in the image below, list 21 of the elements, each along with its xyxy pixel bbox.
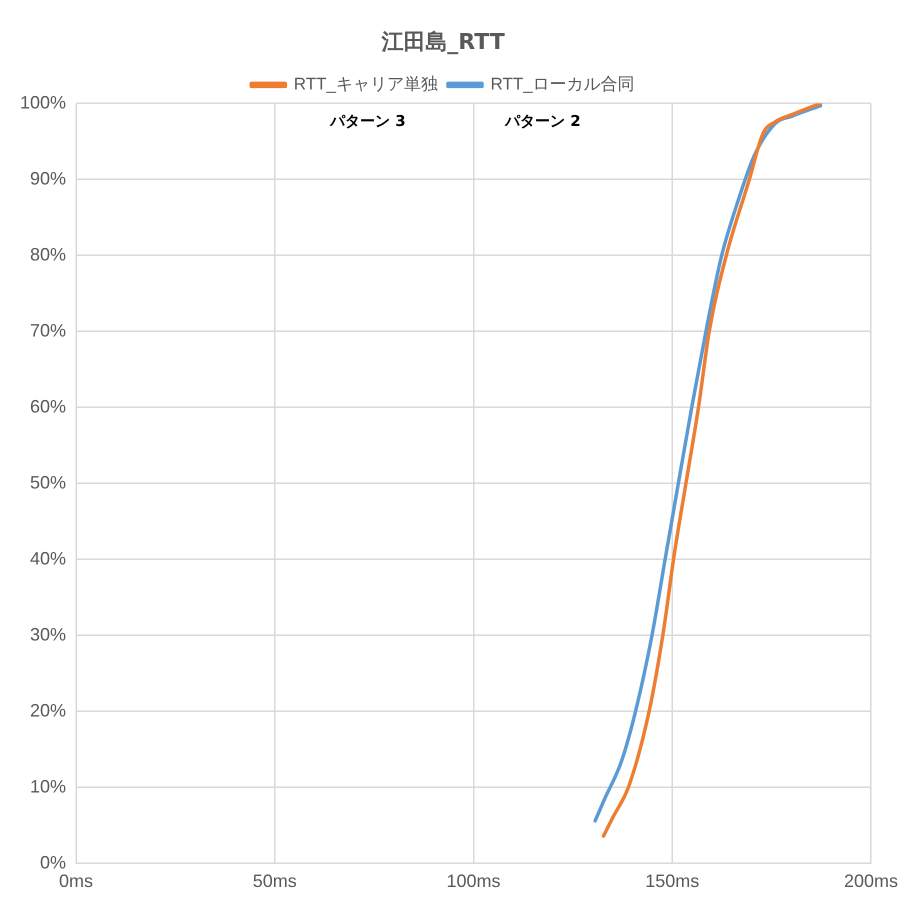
y-tick-label: 20% <box>30 700 66 720</box>
y-tick-label: 10% <box>30 776 66 796</box>
y-tick-label: 90% <box>30 168 66 188</box>
annotation: パターン 2 <box>505 112 581 131</box>
y-tick-label: 40% <box>30 548 66 568</box>
legend-label: RTT_ローカル合同 <box>490 74 635 94</box>
y-tick-label: 70% <box>30 320 66 340</box>
y-tick-label: 60% <box>30 396 66 416</box>
x-tick-label: 150ms <box>645 871 700 892</box>
y-tick-label: 30% <box>30 624 66 644</box>
x-tick-label: 50ms <box>252 871 297 892</box>
y-tick-label: 50% <box>30 472 66 492</box>
chart-title: 江田島_RTT <box>380 30 505 55</box>
x-tick-label: 200ms <box>844 871 898 892</box>
y-tick-label: 0% <box>40 852 66 872</box>
x-tick-label: 100ms <box>446 871 501 892</box>
annotation: パターン 3 <box>330 112 406 131</box>
legend-label: RTT_キャリア単独 <box>294 74 438 94</box>
x-tick-label: 0ms <box>59 871 94 892</box>
y-tick-label: 80% <box>30 244 66 264</box>
y-tick-label: 100% <box>20 92 66 112</box>
